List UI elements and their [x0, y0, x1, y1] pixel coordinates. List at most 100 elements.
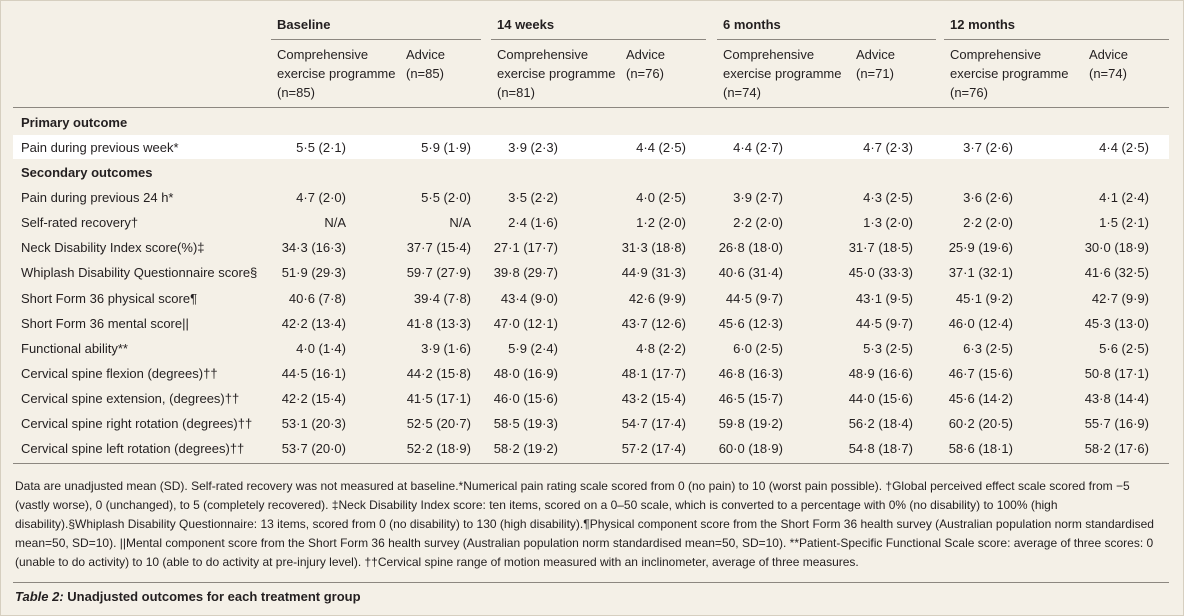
cell-value: 3·9 (2·7)	[733, 190, 783, 206]
cell-value: 57·2 (17·4)	[621, 441, 686, 457]
cell-value: N/A	[449, 215, 471, 231]
row-label: Whiplash Disability Questionnaire score§	[21, 265, 258, 281]
cell-value: 5·5 (2·1)	[296, 140, 346, 155]
group-rule	[271, 39, 481, 40]
row-band	[13, 135, 1169, 159]
cell-value: 42·6 (9·9)	[628, 290, 686, 306]
section-title: Secondary outcomes	[21, 165, 153, 181]
cell-value: 34·3 (16·3)	[281, 240, 346, 256]
cell-value: 5·9 (2·4)	[508, 340, 558, 356]
caption-label: Table 2:	[15, 589, 64, 604]
cell-value: 41·5 (17·1)	[406, 390, 471, 406]
cell-value: N/A	[324, 215, 346, 231]
caption: Table 2: Unadjusted outcomes for each tr…	[15, 589, 361, 604]
cell-value: 48·1 (17·7)	[621, 365, 686, 381]
row-label: Short Form 36 physical score¶	[21, 290, 198, 306]
cell-value: 43·8 (14·4)	[1084, 390, 1149, 406]
row-label: Functional ability**	[21, 340, 128, 356]
cell-value: 58·2 (17·6)	[1084, 441, 1149, 457]
cell-value: 51·9 (29·3)	[281, 265, 346, 281]
cell-value: 59·7 (27·9)	[406, 265, 471, 281]
row-label: Self-rated recovery†	[21, 215, 139, 231]
cell-value: 4·0 (1·4)	[296, 340, 346, 356]
cell-value: 6·3 (2·5)	[963, 340, 1013, 356]
cell-value: 46·0 (15·6)	[493, 390, 558, 406]
cell-value: 44·2 (15·8)	[406, 365, 471, 381]
cell-value: 58·5 (19·3)	[493, 416, 558, 431]
cell-value: 40·6 (7·8)	[288, 290, 346, 306]
row-label: Short Form 36 mental score||	[21, 315, 189, 331]
cell-value: 45·6 (14·2)	[948, 390, 1013, 406]
cell-value: 60·0 (18·9)	[718, 441, 783, 457]
cell-value: 6·0 (2·5)	[733, 340, 783, 356]
cell-value: 4·7 (2·0)	[296, 190, 346, 206]
cell-value: 3·9 (2·3)	[508, 140, 558, 155]
cell-value: 1·2 (2·0)	[636, 215, 686, 231]
row-label: Pain during previous 24 h*	[21, 190, 174, 206]
cell-value: 41·8 (13·3)	[406, 315, 471, 331]
cell-value: 30·0 (18·9)	[1084, 240, 1149, 256]
subcolumn-header: Comprehensive exercise programme (n=74)	[723, 47, 842, 100]
cell-value: 54·7 (17·4)	[621, 416, 686, 431]
cell-value: 31·7 (18·5)	[848, 240, 913, 256]
cell-value: 43·1 (9·5)	[855, 290, 913, 306]
cell-value: 45·1 (9·2)	[955, 290, 1013, 306]
row-label: Neck Disability Index score(%)‡	[21, 240, 205, 256]
section-title: Primary outcome	[21, 115, 128, 130]
row-label: Cervical spine left rotation (degrees)††	[21, 441, 245, 457]
cell-value: 47·0 (12·1)	[493, 315, 558, 331]
cell-value: 4·4 (2·5)	[1099, 140, 1149, 155]
cell-value: 45·3 (13·0)	[1084, 315, 1149, 331]
cell-value: 60·2 (20·5)	[948, 416, 1013, 431]
cell-value: 37·7 (15·4)	[406, 240, 471, 256]
group-header: 6 months	[723, 17, 781, 32]
cell-value: 43·4 (9·0)	[500, 290, 558, 306]
cell-value: 41·6 (32·5)	[1084, 265, 1149, 281]
subcolumn-header: Comprehensive exercise programme (n=76)	[950, 47, 1069, 100]
cell-value: 48·9 (16·6)	[848, 365, 913, 381]
cell-value: 44·5 (9·7)	[725, 290, 783, 306]
cell-value: 37·1 (32·1)	[948, 265, 1013, 281]
cell-value: 52·2 (18·9)	[406, 441, 471, 457]
rule	[13, 582, 1169, 583]
cell-value: 45·6 (12·3)	[718, 315, 783, 331]
cell-value: 43·7 (12·6)	[621, 315, 686, 331]
subcolumn-header: Advice (n=85)	[406, 47, 446, 81]
group-header: Baseline	[277, 17, 331, 32]
footnote: Data are unadjusted mean (SD). Self-rate…	[15, 479, 1154, 569]
cell-value: 42·2 (15·4)	[281, 390, 346, 406]
cell-value: 2·2 (2·0)	[963, 215, 1013, 231]
subcolumn-header: Comprehensive exercise programme (n=81)	[497, 47, 616, 100]
cell-value: 31·3 (18·8)	[621, 240, 686, 256]
subcolumn-header: Comprehensive exercise programme (n=85)	[277, 47, 396, 100]
group-header: 12 months	[950, 17, 1016, 32]
cell-value: 39·4 (7·8)	[413, 290, 471, 306]
cell-value: 4·7 (2·3)	[863, 140, 913, 155]
cell-value: 46·0 (12·4)	[948, 315, 1013, 331]
cell-value: 4·0 (2·5)	[636, 190, 686, 206]
caption-text: Unadjusted outcomes for each treatment g…	[67, 589, 361, 604]
cell-value: 53·1 (20·3)	[281, 416, 346, 431]
cell-value: 56·2 (18·4)	[848, 416, 913, 431]
cell-value: 44·5 (9·7)	[855, 315, 913, 331]
group-header: 14 weeks	[497, 17, 555, 32]
cell-value: 40·6 (31·4)	[718, 265, 783, 281]
cell-value: 53·7 (20·0)	[281, 441, 346, 457]
cell-value: 2·2 (2·0)	[733, 215, 783, 231]
cell-value: 27·1 (17·7)	[493, 240, 558, 256]
row-label: Cervical spine extension, (degrees)††	[21, 390, 240, 406]
cell-value: 5·3 (2·5)	[863, 340, 913, 356]
cell-value: 4·3 (2·5)	[863, 190, 913, 206]
cell-value: 44·5 (16·1)	[281, 365, 346, 381]
cell-value: 54·8 (18·7)	[848, 441, 913, 457]
cell-value: 3·5 (2·2)	[508, 190, 558, 206]
cell-value: 26·8 (18·0)	[718, 240, 783, 256]
cell-value: 3·6 (2·6)	[963, 190, 1013, 206]
row-label: Pain during previous week*	[21, 140, 179, 155]
cell-value: 55·7 (16·9)	[1084, 416, 1149, 431]
cell-value: 45·0 (33·3)	[848, 265, 913, 281]
cell-value: 43·2 (15·4)	[621, 390, 686, 406]
cell-value: 48·0 (16·9)	[493, 365, 558, 381]
cell-value: 58·6 (18·1)	[948, 441, 1013, 457]
